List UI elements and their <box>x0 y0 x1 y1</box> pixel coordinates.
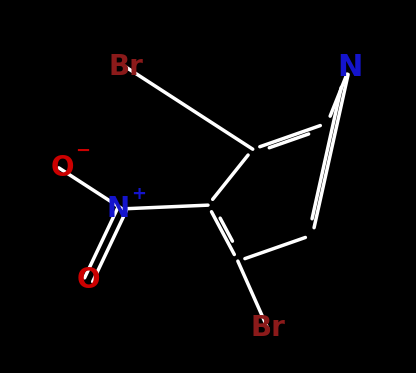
Text: O: O <box>51 154 74 182</box>
Text: O: O <box>77 266 100 294</box>
Text: +: + <box>131 185 146 203</box>
Text: N: N <box>107 195 130 223</box>
Text: N: N <box>337 53 362 82</box>
Text: Br: Br <box>109 53 144 81</box>
Text: −: − <box>75 142 91 160</box>
Text: Br: Br <box>250 314 285 342</box>
